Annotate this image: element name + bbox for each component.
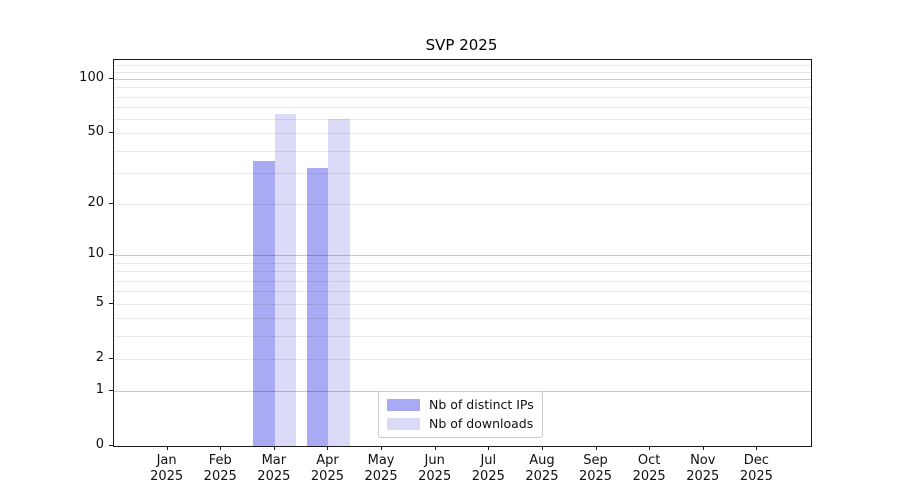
x-tick-label: Jun 2025 bbox=[418, 453, 452, 484]
gridline-minor bbox=[114, 150, 811, 152]
x-tick-label: Jan 2025 bbox=[150, 453, 184, 484]
x-tick bbox=[381, 446, 383, 450]
gridline-minor bbox=[114, 358, 811, 360]
y-tick-label: 50 bbox=[87, 124, 104, 140]
x-tick bbox=[756, 446, 758, 450]
y-tick bbox=[109, 445, 113, 446]
x-tick bbox=[327, 446, 329, 450]
y-tick-label: 100 bbox=[79, 70, 104, 86]
x-tick bbox=[649, 446, 651, 450]
gridline-minor bbox=[114, 71, 811, 73]
bar-downloads bbox=[328, 119, 350, 446]
legend-label: Nb of distinct IPs bbox=[429, 397, 534, 412]
gridline-minor bbox=[114, 303, 811, 305]
x-tick-label: May 2025 bbox=[364, 453, 398, 484]
x-tick bbox=[488, 446, 490, 450]
gridline-minor bbox=[114, 280, 811, 282]
y-tick bbox=[109, 254, 113, 256]
y-tick bbox=[109, 389, 113, 391]
gridline-minor bbox=[114, 133, 811, 135]
gridline-minor bbox=[114, 271, 811, 273]
x-tick bbox=[541, 446, 543, 450]
x-tick-label: Mar 2025 bbox=[257, 453, 291, 484]
x-tick-label: Nov 2025 bbox=[686, 453, 720, 484]
legend: Nb of distinct IPs Nb of downloads bbox=[378, 391, 543, 438]
y-tick bbox=[109, 78, 113, 80]
y-tick-label: 5 bbox=[95, 294, 104, 310]
x-tick bbox=[595, 446, 597, 450]
y-tick-label: 2 bbox=[95, 349, 104, 365]
x-tick-label: Aug 2025 bbox=[525, 453, 559, 484]
gridline-minor bbox=[114, 172, 811, 174]
gridline-major bbox=[114, 255, 811, 257]
y-tick bbox=[109, 202, 113, 204]
chart-title: SVP 2025 bbox=[425, 36, 498, 54]
x-tick-label: Oct 2025 bbox=[632, 453, 666, 484]
gridline-minor bbox=[114, 107, 811, 109]
y-tick-label: 1 bbox=[95, 381, 104, 397]
x-tick bbox=[220, 446, 222, 450]
gridline-minor bbox=[114, 64, 811, 66]
y-tick bbox=[109, 357, 113, 359]
gridline-minor bbox=[114, 335, 811, 337]
gridline-minor bbox=[114, 87, 811, 89]
x-tick-label: Sep 2025 bbox=[578, 453, 613, 484]
y-tick bbox=[109, 132, 113, 134]
y-tick-label: 10 bbox=[87, 246, 104, 262]
bar-distinct-ips bbox=[307, 167, 329, 446]
x-tick-label: Jul 2025 bbox=[471, 453, 505, 484]
plot-area bbox=[113, 59, 812, 447]
legend-swatch-downloads bbox=[387, 418, 420, 430]
legend-swatch-distinct-ips bbox=[387, 399, 420, 411]
bar-distinct-ips bbox=[253, 161, 275, 446]
legend-item-distinct-ips: Nb of distinct IPs bbox=[387, 398, 534, 412]
gridline-minor bbox=[114, 203, 811, 205]
gridline-major bbox=[114, 79, 811, 81]
gridline-minor bbox=[114, 291, 811, 293]
bar-downloads bbox=[274, 114, 297, 446]
x-tick bbox=[702, 446, 704, 450]
x-tick-label: Apr 2025 bbox=[310, 453, 344, 484]
x-tick-label: Feb 2025 bbox=[203, 453, 237, 484]
y-tick-label: 20 bbox=[87, 194, 104, 210]
y-tick bbox=[109, 302, 113, 304]
gridline-minor bbox=[114, 96, 811, 98]
gridline-minor bbox=[114, 262, 811, 264]
legend-label: Nb of downloads bbox=[429, 416, 534, 431]
x-tick-label: Dec 2025 bbox=[739, 453, 773, 484]
x-tick bbox=[273, 446, 275, 450]
x-tick bbox=[166, 446, 168, 450]
legend-item-downloads: Nb of downloads bbox=[387, 417, 534, 431]
y-tick-label: 0 bbox=[95, 437, 104, 452]
x-tick bbox=[434, 446, 436, 450]
gridline-minor bbox=[114, 318, 811, 320]
gridline-minor bbox=[114, 119, 811, 121]
